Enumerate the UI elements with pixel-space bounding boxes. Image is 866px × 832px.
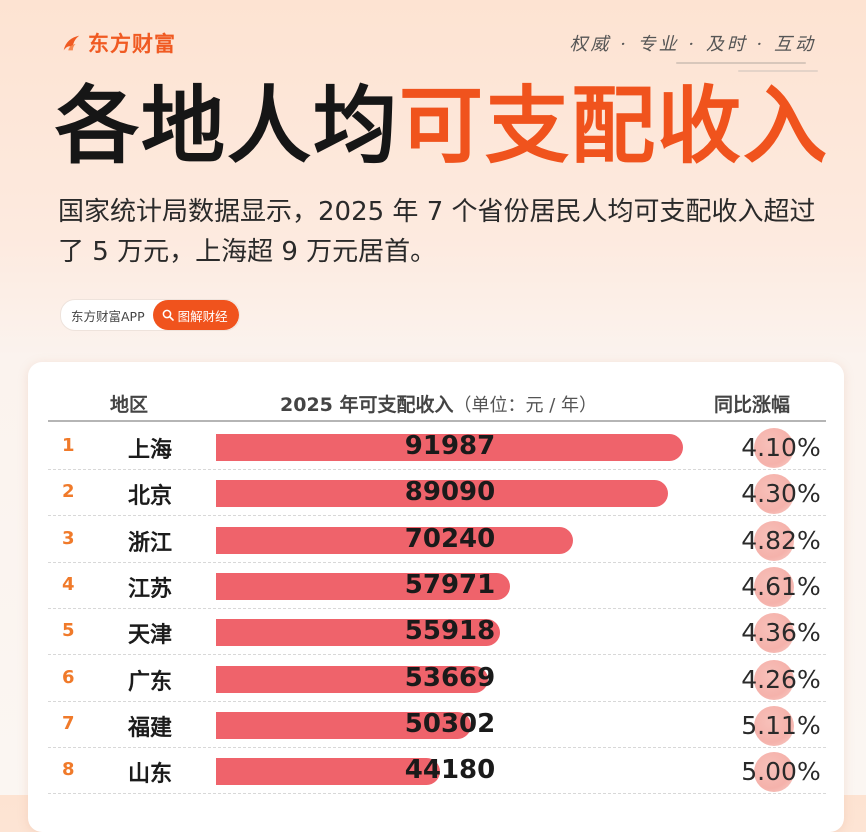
region-name: 天津 <box>128 623 173 649</box>
table-row: 3 浙江 70240 4.82% <box>48 517 826 563</box>
app-label: 东方财富APP <box>71 308 145 324</box>
row-divider <box>48 793 826 795</box>
row-divider <box>48 746 826 748</box>
region-name: 北京 <box>128 484 173 510</box>
topic-button-label: 图解财经 <box>177 308 228 324</box>
growth-rate: 4.30% <box>741 479 821 509</box>
brand-flame-icon <box>63 35 80 51</box>
header-rule <box>48 420 826 422</box>
rank-number: 1 <box>62 435 75 456</box>
rank-number: 2 <box>62 481 75 503</box>
income-bar <box>216 572 511 600</box>
income-bar <box>216 711 472 739</box>
col-header-growth: 同比涨幅 <box>714 394 791 416</box>
growth-rate: 4.82% <box>741 525 821 555</box>
row-divider <box>48 515 826 517</box>
title-black: 各地人均 <box>55 77 400 175</box>
income-value: 53669 <box>404 662 496 693</box>
growth-rate: 4.61% <box>741 571 821 601</box>
table-row: 4 江苏 57971 4.61% <box>48 563 826 609</box>
growth-highlight <box>754 520 794 561</box>
col-header-income-label: 2025 年可支配收入 <box>280 394 454 416</box>
growth-highlight <box>754 428 794 468</box>
region-name: 山东 <box>128 762 173 788</box>
income-bar <box>216 526 573 554</box>
source-pill[interactable]: 东方财富APP 图解财经 <box>60 299 240 331</box>
growth-rate: 5.00% <box>741 757 821 787</box>
topic-button[interactable]: 图解财经 <box>152 300 239 330</box>
income-bar <box>216 758 441 786</box>
growth-highlight <box>754 613 794 654</box>
rank-number: 5 <box>62 620 75 642</box>
income-value: 55918 <box>404 616 496 647</box>
income-bar <box>216 619 500 647</box>
col-header-income: 2025 年可支配收入（单位：元 / 年） <box>280 390 597 417</box>
brand-name: 东方财富 <box>88 32 176 56</box>
income-value: 44180 <box>404 755 496 786</box>
growth-rate: 4.10% <box>741 433 821 462</box>
growth-highlight <box>754 705 794 746</box>
row-divider <box>48 469 826 470</box>
region-name: 上海 <box>128 438 173 463</box>
row-divider <box>48 561 826 563</box>
col-header-unit: （单位：元 / 年） <box>453 395 598 416</box>
region-name: 浙江 <box>128 530 173 556</box>
income-bar <box>216 434 683 461</box>
slogan-underline-short <box>738 70 818 72</box>
growth-rate: 5.11% <box>741 710 821 740</box>
growth-rate: 4.26% <box>741 664 821 694</box>
table-row: 6 广东 53669 4.26% <box>48 656 826 702</box>
income-value: 57971 <box>404 569 496 600</box>
income-value: 70240 <box>404 523 496 554</box>
rank-number: 3 <box>62 527 75 549</box>
header: 东方财富 权威 · 专业 · 及时 · 互动 各地人均可支配收入 国家统计局数据… <box>0 0 866 360</box>
region-name: 广东 <box>128 669 173 695</box>
income-bar <box>216 665 489 693</box>
title-orange: 可支配收入 <box>399 77 830 175</box>
slogan-underline <box>676 62 806 64</box>
table-row: 2 北京 89090 4.30% <box>48 470 826 517</box>
data-table-card: 地区 2025 年可支配收入（单位：元 / 年） 同比涨幅 1 上海 91987 4.… <box>28 362 844 832</box>
rank-number: 6 <box>62 666 75 688</box>
subtitle: 国家统计局数据显示，2025 年 7 个省份居民人均可支配收入超过了 5 万元，… <box>58 197 816 267</box>
table-row: 5 天津 55918 4.36% <box>48 609 826 656</box>
rank-number: 8 <box>62 759 75 781</box>
table-row: 7 福建 50302 5.11% <box>48 702 826 748</box>
region-name: 江苏 <box>128 576 173 602</box>
income-value: 91987 <box>404 431 496 461</box>
growth-highlight <box>754 752 794 793</box>
rank-number: 4 <box>62 573 75 595</box>
growth-highlight <box>754 474 794 515</box>
income-value: 89090 <box>404 477 496 508</box>
income-value: 50302 <box>404 708 496 739</box>
growth-rate: 4.36% <box>741 618 821 648</box>
page-title: 各地人均可支配收入 <box>55 76 829 176</box>
row-divider <box>48 654 826 656</box>
rank-number: 7 <box>62 712 75 734</box>
table-row: 1 上海 91987 4.10% <box>48 424 826 470</box>
row-divider <box>48 700 826 702</box>
brand-logo[interactable]: 东方财富 <box>60 28 176 58</box>
growth-highlight <box>754 659 794 700</box>
search-icon <box>162 309 174 321</box>
row-divider <box>48 607 826 609</box>
slogan: 权威 · 专业 · 及时 · 互动 <box>569 34 816 55</box>
table-row: 8 山东 44180 5.00% <box>48 748 826 795</box>
income-bar <box>216 480 669 508</box>
col-header-region: 地区 <box>110 394 149 416</box>
region-name: 福建 <box>128 715 173 741</box>
growth-highlight <box>754 566 794 607</box>
